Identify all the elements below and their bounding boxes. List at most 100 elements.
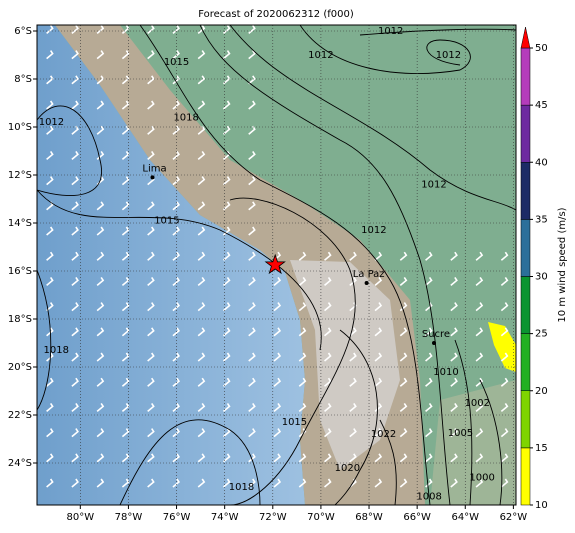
- wind-barb: [46, 302, 54, 312]
- contour-label: 1015: [282, 417, 307, 428]
- wind-barb: [222, 50, 231, 60]
- wind-barb: [298, 428, 307, 438]
- wind-barb: [298, 302, 307, 312]
- wind-barb: [172, 327, 181, 337]
- y-tick-label: 16°S: [8, 266, 32, 277]
- wind-barb: [248, 453, 256, 463]
- city-label: Lima: [142, 163, 166, 174]
- wind-barb: [500, 377, 509, 387]
- wind-barb: [273, 478, 282, 488]
- contour-label: 1012: [436, 50, 461, 61]
- wind-barb: [197, 377, 206, 387]
- wind-barb: [71, 377, 79, 387]
- colorbar-tick-label: 50: [535, 43, 548, 54]
- x-tick-label: 78°W: [115, 512, 143, 523]
- wind-barb: [298, 377, 307, 387]
- wind-barb: [172, 25, 181, 35]
- contour-label: 1005: [448, 428, 473, 439]
- wind-barb: [121, 176, 130, 186]
- wind-barb: [500, 327, 509, 337]
- x-tick-label: 72°W: [259, 512, 287, 523]
- wind-barb: [96, 402, 105, 413]
- wind-barb: [349, 251, 357, 261]
- wind-barb: [450, 352, 458, 362]
- wind-barb: [147, 402, 155, 413]
- wind-barb: [222, 377, 231, 387]
- wind-barb: [374, 478, 383, 488]
- wind-barb: [475, 251, 484, 261]
- wind-barb: [475, 302, 484, 312]
- wind-patch: [488, 322, 516, 372]
- wind-barb: [349, 302, 357, 312]
- wind-barb: [96, 302, 105, 312]
- wind-barb: [349, 327, 357, 337]
- wind-barb: [172, 125, 181, 135]
- wind-barb: [197, 176, 206, 186]
- wind-barb: [172, 201, 181, 211]
- wind-barb: [425, 276, 433, 287]
- wind-barb: [222, 302, 231, 312]
- contour-label: 1018: [229, 482, 254, 493]
- y-tick-label: 8°S: [14, 74, 32, 85]
- contour-label: 1000: [469, 472, 494, 483]
- wind-barb: [273, 276, 282, 287]
- colorbar-tick-label: 45: [535, 100, 548, 111]
- wind-barb: [197, 478, 206, 488]
- wind-barb: [222, 125, 231, 135]
- wind-barb: [500, 453, 509, 463]
- wind-barb: [450, 377, 458, 387]
- wind-barb: [71, 201, 79, 211]
- wind-barb: [147, 377, 155, 387]
- wind-barb: [172, 402, 181, 413]
- colorbar-band: [520, 333, 531, 391]
- wind-barb: [172, 50, 181, 60]
- contour-label: 1012: [421, 180, 446, 191]
- wind-barb: [450, 251, 458, 261]
- wind-barb: [475, 352, 484, 362]
- wind-barb: [399, 352, 408, 362]
- wind-barb: [475, 402, 484, 413]
- contour-label: 1020: [335, 463, 360, 474]
- wind-barb: [172, 302, 181, 312]
- wind-barb: [374, 327, 383, 337]
- wind-barb: [273, 302, 282, 312]
- wind-barb: [248, 226, 256, 236]
- wind-barb: [197, 402, 206, 413]
- wind-barb: [349, 352, 357, 362]
- wind-barb: [425, 302, 433, 312]
- isobars: [37, 25, 516, 505]
- wind-barb: [147, 150, 155, 161]
- wind-barb: [46, 377, 54, 387]
- wind-barb: [222, 251, 231, 261]
- wind-barb: [298, 453, 307, 463]
- wind-barb: [349, 377, 357, 387]
- wind-barb: [349, 428, 357, 438]
- wind-barb: [147, 327, 155, 337]
- colorbar-band: [520, 276, 531, 334]
- wind-barb: [248, 100, 256, 110]
- wind-barb: [324, 478, 332, 488]
- wind-barb: [475, 453, 484, 463]
- wind-barb: [96, 327, 105, 337]
- wind-barb: [71, 327, 79, 337]
- wind-barb: [46, 402, 54, 413]
- wind-barb: [298, 276, 307, 287]
- contour-label: 1008: [416, 492, 441, 503]
- y-tick-label: 6°S: [14, 26, 32, 37]
- wind-barb: [374, 251, 383, 261]
- wind-barb: [298, 251, 307, 261]
- event-star: [264, 253, 286, 275]
- wind-barb: [399, 377, 408, 387]
- wind-barb: [475, 478, 484, 488]
- x-tick-label: 74°W: [211, 512, 239, 523]
- wind-barb: [197, 327, 206, 337]
- wind-barb: [71, 25, 79, 35]
- wind-barb: [222, 478, 231, 488]
- wind-barb: [222, 276, 231, 287]
- wind-barb: [96, 276, 105, 287]
- wind-barb: [425, 402, 433, 413]
- wind-barb: [399, 302, 408, 312]
- wind-barb: [500, 402, 509, 413]
- wind-barb: [399, 276, 408, 287]
- wind-barb: [96, 100, 105, 110]
